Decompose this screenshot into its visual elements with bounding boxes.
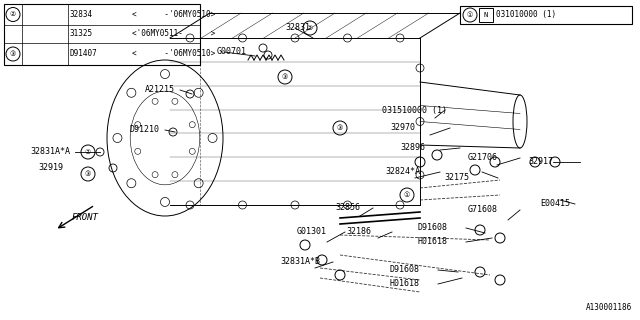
Text: ③: ③ bbox=[282, 74, 288, 80]
Text: 32834: 32834 bbox=[70, 10, 93, 19]
Text: 32824*A: 32824*A bbox=[385, 167, 420, 177]
Text: H01618: H01618 bbox=[390, 279, 420, 289]
Text: <      -'06MY0510>: < -'06MY0510> bbox=[132, 50, 215, 59]
Text: 031510000 (1): 031510000 (1) bbox=[382, 106, 447, 115]
Text: ①: ① bbox=[467, 12, 473, 18]
Text: FRONT: FRONT bbox=[72, 213, 99, 222]
Text: ②: ② bbox=[10, 12, 16, 18]
Text: D91407: D91407 bbox=[70, 50, 98, 59]
Text: <'06MY0511-      >: <'06MY0511- > bbox=[132, 29, 215, 38]
Text: 32831: 32831 bbox=[285, 23, 310, 33]
Text: ②: ② bbox=[307, 25, 313, 31]
Text: 32831A*A: 32831A*A bbox=[30, 148, 70, 156]
Text: ②: ② bbox=[85, 149, 91, 155]
Text: ③: ③ bbox=[337, 125, 343, 131]
Bar bbox=[479, 8, 493, 22]
Text: N: N bbox=[484, 12, 488, 18]
Text: 32917: 32917 bbox=[528, 157, 553, 166]
Text: D91608: D91608 bbox=[390, 266, 420, 275]
Text: D91608: D91608 bbox=[418, 223, 448, 233]
Text: ③: ③ bbox=[10, 51, 16, 57]
Text: D91210: D91210 bbox=[130, 125, 160, 134]
Text: G71608: G71608 bbox=[468, 205, 498, 214]
Text: 32919: 32919 bbox=[38, 164, 63, 172]
Text: A21215: A21215 bbox=[145, 85, 175, 94]
Text: ①: ① bbox=[404, 192, 410, 198]
Text: <      -'06MY0510>: < -'06MY0510> bbox=[132, 10, 215, 19]
Bar bbox=[460, 6, 632, 24]
Text: E00415: E00415 bbox=[540, 199, 570, 209]
Text: 32175: 32175 bbox=[444, 173, 469, 182]
Text: 32186: 32186 bbox=[346, 228, 371, 236]
Text: 32856: 32856 bbox=[335, 204, 360, 212]
Text: G00701: G00701 bbox=[217, 47, 247, 57]
Text: ③: ③ bbox=[85, 171, 91, 177]
Text: 031010000 (1): 031010000 (1) bbox=[496, 11, 556, 20]
Text: 32896: 32896 bbox=[400, 143, 425, 153]
Text: H01618: H01618 bbox=[418, 237, 448, 246]
Text: G01301: G01301 bbox=[297, 228, 327, 236]
Text: 32831A*B: 32831A*B bbox=[280, 258, 320, 267]
Text: 31325: 31325 bbox=[70, 29, 93, 38]
Bar bbox=[4, 4, 200, 65]
Text: 32970: 32970 bbox=[390, 124, 415, 132]
Text: G21706: G21706 bbox=[468, 154, 498, 163]
Text: A130001186: A130001186 bbox=[586, 303, 632, 312]
